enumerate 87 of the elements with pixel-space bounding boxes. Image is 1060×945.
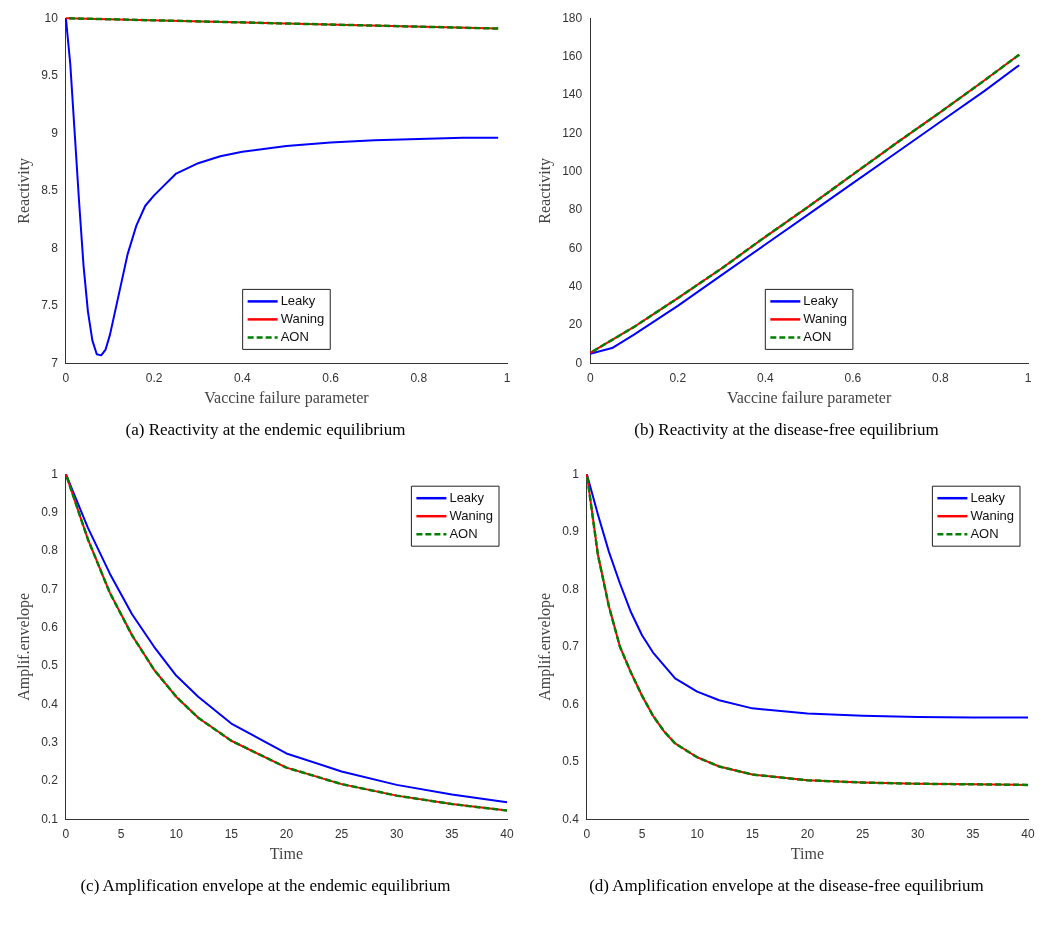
y-axis-title: Amplif.envelope xyxy=(535,592,554,701)
legend-label: Leaky xyxy=(802,292,838,308)
x-tick-label: 10 xyxy=(689,826,704,841)
y-tick-label: 0.5 xyxy=(40,658,58,673)
y-tick-label: 0.4 xyxy=(561,811,579,826)
x-tick-label: 15 xyxy=(224,826,238,841)
x-tick-label: 1 xyxy=(1024,370,1032,385)
x-axis-title: Time xyxy=(269,844,303,862)
y-tick-label: 0.1 xyxy=(40,811,58,826)
y-tick-label: 8 xyxy=(50,240,58,255)
y-tick-label: 0.8 xyxy=(561,581,579,596)
legend-label: Waning xyxy=(280,310,324,326)
x-tick-label: 25 xyxy=(334,826,349,841)
y-tick-label: 1 xyxy=(50,466,58,481)
x-tick-label: 35 xyxy=(444,826,459,841)
x-axis-title: Time xyxy=(790,844,824,862)
x-tick-label: 40 xyxy=(499,826,514,841)
x-tick-label: 0.4 xyxy=(756,370,774,385)
legend-label: AON xyxy=(969,525,999,541)
y-tick-label: 100 xyxy=(561,163,583,178)
legend-label: Leaky xyxy=(280,292,316,308)
x-tick-label: 1 xyxy=(503,370,511,385)
x-tick-label: 0.8 xyxy=(931,370,949,385)
text: (d) Amplification envelope at the disease-free equilibrium xyxy=(589,876,984,896)
y-tick-label: 80 xyxy=(568,202,583,217)
x-tick-label: 0 xyxy=(62,826,70,841)
y-tick-label: 0.6 xyxy=(561,696,579,711)
y-tick-label: 60 xyxy=(568,240,583,255)
text: (c) Amplification envelope at the endemic equilibrium xyxy=(80,876,451,896)
x-tick-label: 20 xyxy=(800,826,814,841)
x-tick-label: 0.2 xyxy=(668,370,686,385)
y-tick-label: 8.5 xyxy=(40,183,58,198)
y-tick-label: 140 xyxy=(561,87,583,102)
x-tick-label: 25 xyxy=(855,826,870,841)
y-tick-label: 0.7 xyxy=(40,581,58,596)
y-tick-label: 0.9 xyxy=(561,524,579,539)
y-axis-title: Reactivity xyxy=(535,157,554,224)
x-tick-label: 15 xyxy=(745,826,759,841)
x-tick-label: 0 xyxy=(586,370,594,385)
y-tick-label: 20 xyxy=(568,317,583,332)
y-tick-label: 180 xyxy=(561,10,583,25)
x-tick-label: 20 xyxy=(279,826,293,841)
x-tick-label: 30 xyxy=(389,826,404,841)
y-tick-label: 0.3 xyxy=(40,735,58,749)
y-tick-label: 0.9 xyxy=(40,504,58,519)
x-tick-label: 5 xyxy=(117,826,125,841)
y-tick-label: 0 xyxy=(575,355,583,370)
x-tick-label: 0 xyxy=(62,370,70,385)
x-tick-label: 0.4 xyxy=(233,370,251,385)
text: (a) Reactivity at the endemic equilibrium xyxy=(125,420,406,440)
y-tick-label: 120 xyxy=(561,125,583,140)
x-axis-title: Vaccine failure parameter xyxy=(726,388,892,407)
y-tick-label: 9 xyxy=(50,125,58,140)
x-tick-label: 0.2 xyxy=(145,370,163,385)
legend-label: Waning xyxy=(969,507,1014,523)
x-tick-label: 10 xyxy=(168,826,183,841)
legend-label: Leaky xyxy=(969,489,1006,505)
y-axis-title: Reactivity xyxy=(14,157,33,224)
y-tick-label: 10 xyxy=(44,10,58,25)
legend-label: AON xyxy=(448,525,478,541)
legend-label: Waning xyxy=(448,507,493,523)
x-tick-label: 0.6 xyxy=(844,370,862,385)
y-tick-label: 0.5 xyxy=(561,754,579,769)
x-tick-label: 5 xyxy=(638,826,646,841)
x-axis-title: Vaccine failure parameter xyxy=(203,388,369,407)
y-axis-title: Amplif.envelope xyxy=(14,592,33,701)
legend-label: Waning xyxy=(802,310,847,326)
y-tick-label: 0.6 xyxy=(40,619,58,634)
y-tick-label: 0.4 xyxy=(40,696,58,711)
y-tick-label: 1 xyxy=(571,466,579,481)
y-tick-label: 0.8 xyxy=(40,543,58,558)
y-tick-label: 7.5 xyxy=(40,298,58,313)
y-tick-label: 40 xyxy=(568,279,583,293)
y-tick-label: 7 xyxy=(50,355,58,370)
text: (b) Reactivity at the disease-free equilibrium xyxy=(634,420,939,440)
legend-label: AON xyxy=(280,328,309,344)
x-tick-label: 35 xyxy=(965,826,980,841)
y-tick-label: 0.7 xyxy=(561,639,579,654)
legend-label: AON xyxy=(802,328,831,344)
x-tick-label: 0.8 xyxy=(409,370,427,385)
y-tick-label: 9.5 xyxy=(40,68,58,83)
y-tick-label: 160 xyxy=(561,48,583,63)
y-tick-label: 0.2 xyxy=(40,773,58,788)
x-tick-label: 40 xyxy=(1020,826,1035,841)
x-tick-label: 30 xyxy=(910,826,925,841)
x-tick-label: 0.6 xyxy=(321,370,339,385)
legend-label: Leaky xyxy=(448,489,485,505)
